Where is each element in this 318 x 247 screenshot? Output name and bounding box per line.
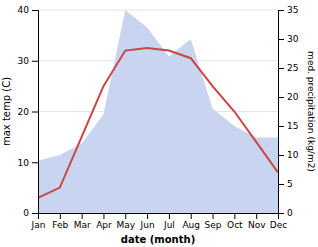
tick-mark [256,213,257,219]
tick-label: Dec [270,220,287,230]
tick: 0 [278,208,293,218]
temperature-line [38,48,278,198]
tick-label: 0 [23,208,29,218]
chart: JanFebMarAprMayJunJulAugSepOctNovDec0102… [0,0,318,247]
tick-mark [82,213,83,219]
precipitation-area [38,10,278,213]
tick: 5 [278,179,293,189]
tick: 20 [18,107,38,117]
tick: May [116,213,135,230]
tick-mark [32,112,38,113]
tick-label: 40 [18,5,30,15]
tick: Nov [248,213,266,230]
tick-mark [278,10,284,11]
tick-label: May [116,220,135,230]
tick-label: Jul [163,220,175,230]
tick: 15 [278,121,298,131]
tick-label: Oct [227,220,243,230]
tick: 10 [18,158,38,168]
tick: Jul [163,213,175,230]
axis-line [39,214,279,220]
tick-mark [32,61,38,62]
tick: 0 [23,208,38,218]
tick: Jun [140,213,155,230]
tick: 40 [18,5,38,15]
tick-label: 30 [287,34,299,44]
tick-mark [213,213,214,219]
tick: Sep [205,213,222,230]
tick-label: 10 [18,158,30,168]
tick-label: Sep [205,220,222,230]
tick-mark [32,10,38,11]
tick: Jan [31,213,46,230]
tick-mark [278,213,284,214]
tick-mark [278,97,284,98]
tick-mark [278,155,284,156]
y-axis: 0 10 20 30 40 [18,5,39,218]
tick: Apr [96,213,112,230]
x-axis: Jan Feb Mar Apr May Jun Jul Aug Sep Oct Nov Dec [31,213,288,230]
tick-label: 0 [287,208,293,218]
y2-axis-title: med. precipitation (kg/m2) [306,51,316,172]
axis-line [32,11,39,214]
tick-mark [169,213,170,219]
tick: Dec [270,213,287,230]
tick-label: 20 [287,92,299,102]
tick-label: Aug [182,220,200,230]
tick-label: Jan [31,220,46,230]
tick-mark [32,162,38,163]
plot: JanFebMarAprMayJunJulAugSepOctNovDec0102… [18,5,299,230]
tick-label: Jun [140,220,155,230]
tick-mark [191,213,192,219]
tick: Mar [74,213,91,230]
tick: 25 [278,63,298,73]
tick-mark [125,213,126,219]
tick-label: 10 [287,150,299,160]
marks [38,10,278,213]
tick: Oct [227,213,243,230]
tick: Feb [52,213,68,230]
tick-mark [278,126,284,127]
tick-label: Feb [52,220,68,230]
tick-label: 20 [18,107,30,117]
tick-label: Apr [96,220,112,230]
tick-label: 5 [287,179,293,189]
axis-line [279,11,285,214]
tick-mark [147,213,148,219]
tick-label: 35 [287,5,298,15]
tick-label: 25 [287,63,298,73]
tick-mark [60,213,61,219]
tick-mark [234,213,235,219]
tick-label: 30 [18,56,30,66]
y2-axis: 0 5 10 15 20 25 30 35 [278,5,299,218]
tick-mark [32,213,38,214]
tick-mark [278,39,284,40]
y-axis-title: max temp (C) [1,77,12,146]
tick-mark [278,184,284,185]
tick: 35 [278,5,298,15]
tick: 20 [278,92,299,102]
x-axis-title: date (month) [121,234,195,245]
tick-label: Nov [248,220,266,230]
tick: 30 [18,56,38,66]
tick: Aug [182,213,200,230]
tick: 10 [278,150,299,160]
grid [38,10,278,213]
tick-label: 15 [287,121,298,131]
tick-mark [278,68,284,69]
tick-label: Mar [74,220,91,230]
grid-line [38,10,278,11]
tick: 30 [278,34,299,44]
tick-mark [103,213,104,219]
